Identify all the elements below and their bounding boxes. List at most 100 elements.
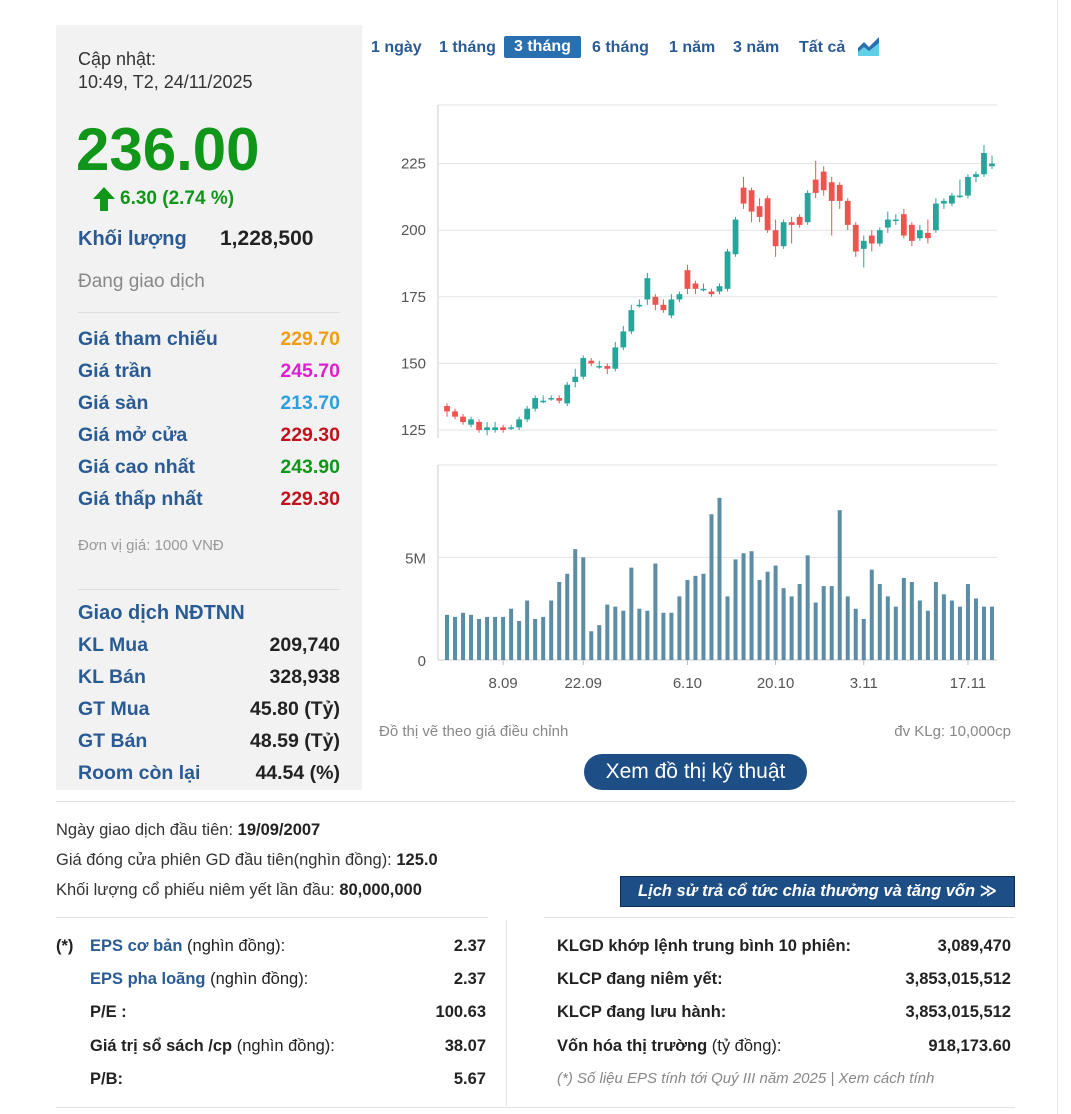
candle-body [660,304,667,311]
info-value: 19/09/2007 [237,821,321,839]
fin-label: Vốn hóa thị trường [557,1037,708,1055]
volume-bar [477,618,482,660]
foreign-sell-value-row: GT Bán 48.59 (Tỷ) [78,730,340,758]
price-tick-label: 150 [401,355,426,372]
tab-3-months[interactable]: 3 tháng [504,36,581,58]
row-value: 229.30 [280,488,340,510]
volume-bar [781,588,786,660]
candle-body [876,230,883,244]
volume-bar [861,618,866,660]
candle-body [668,299,675,316]
candle-body [772,230,779,247]
tab-3-years[interactable]: 3 năm [733,39,780,56]
tab-6-months[interactable]: 6 tháng [592,39,649,56]
change-value: 6.30 (2.74 %) [120,188,235,209]
candle-body [684,270,691,289]
current-price: 236.00 [76,116,260,183]
volume-bar [957,606,962,660]
candle-body [916,230,923,239]
fin-label: EPS cơ bản [90,937,183,955]
volume-bar [765,571,770,660]
foreign-buy-volume-row: KL Mua 209,740 [78,634,340,662]
candle-body [780,222,787,247]
area-chart-icon[interactable] [857,35,880,57]
candle-body [516,419,523,428]
candle-body [973,174,979,177]
fin-value: 3,089,470 [937,937,1011,955]
candle-body [748,190,755,212]
candle-body [652,296,659,305]
volume-bar [925,610,930,660]
technical-chart-button[interactable]: Xem đồ thị kỹ thuật [584,754,807,790]
x-tick-label: 17.11 [950,675,986,692]
candle-body [949,195,955,204]
candle-body [540,400,547,403]
fin-value: 38.07 [444,1037,486,1055]
eps-footnote[interactable]: (*) Số liệu EPS tính tới Quý III năm 202… [557,1070,935,1087]
avg-volume-row: KLGD khớp lệnh trung bình 10 phiên: 3,08… [557,937,1011,963]
volume-bar [805,555,810,660]
row-label: Giá mở cửa [78,424,188,446]
volume-bar [557,582,562,660]
volume-bar [669,612,674,660]
volume-tick-label: 0 [418,653,426,670]
candle-body [820,171,827,191]
fin-suffix: (nghìn đồng): [182,937,286,955]
volume-bar [645,610,650,660]
tab-1-year[interactable]: 1 năm [669,39,716,56]
candle-body [716,286,723,292]
ceiling-price-row: Giá trần 245.70 [78,360,340,388]
fin-label: EPS pha loãng [90,970,206,988]
divider [56,801,1015,802]
fin-label: KLCP đang lưu hành: [557,1003,727,1021]
volume-bar [893,606,898,660]
fin-value: 2.37 [453,937,486,955]
tab-1-month[interactable]: 1 tháng [439,39,496,56]
volume-bar [581,557,586,660]
candle-body [476,422,482,431]
chart-note-adjusted: Đồ thị vẽ theo giá điều chỉnh [379,723,569,740]
candle-body [892,219,899,222]
candle-body [796,216,803,225]
fin-label: KLGD khớp lệnh trung bình 10 phiên: [557,937,852,955]
candle-body [580,358,587,377]
volume-bar [685,579,690,660]
volume-bar [941,594,946,660]
volume-bar [797,584,802,660]
row-label: Giá trần [78,360,152,382]
row-label: Giá tham chiếu [78,328,218,350]
candle-body [708,291,715,295]
price-tick-label: 200 [401,222,426,239]
dividend-history-button[interactable]: Lịch sử trả cổ tức chia thưởng và tăng v… [620,876,1015,907]
row-value: 328,938 [269,666,341,688]
candle-body [732,219,739,255]
volume-bar [677,596,682,660]
volume-bar [813,602,818,660]
row-value: 229.30 [280,424,340,446]
candle-body [556,398,563,401]
volume-bar [749,551,754,660]
volume-bar [573,549,578,660]
candle-body [596,366,603,368]
info-label: Ngày giao dịch đầu tiên: [56,821,234,839]
volume-bar [661,612,666,660]
candle-body [548,398,555,400]
quote-panel: Cập nhật: 10:49, T2, 24/11/2025 236.00 6… [56,25,362,790]
tab-all[interactable]: Tất cả [799,39,846,56]
fin-label: P/E : [90,1003,127,1021]
volume-bar [717,497,722,660]
fin-label: P/B: [90,1070,123,1088]
volume-bar [541,616,546,660]
tab-1-day[interactable]: 1 ngày [371,39,422,56]
volume-bar [701,573,706,660]
candle-body [788,222,795,225]
volume-bar [533,618,538,660]
divider [78,589,340,590]
open-price-row: Giá mở cửa 229.30 [78,424,340,452]
fin-value: 2.37 [453,970,486,988]
candle-body [724,251,731,289]
fin-label: Giá trị sổ sách /cp [90,1037,233,1055]
price-change: 6.30 (2.74 %) [92,186,234,212]
x-tick-label: 22.09 [564,675,602,692]
fin-value: 918,173.60 [928,1037,1011,1055]
